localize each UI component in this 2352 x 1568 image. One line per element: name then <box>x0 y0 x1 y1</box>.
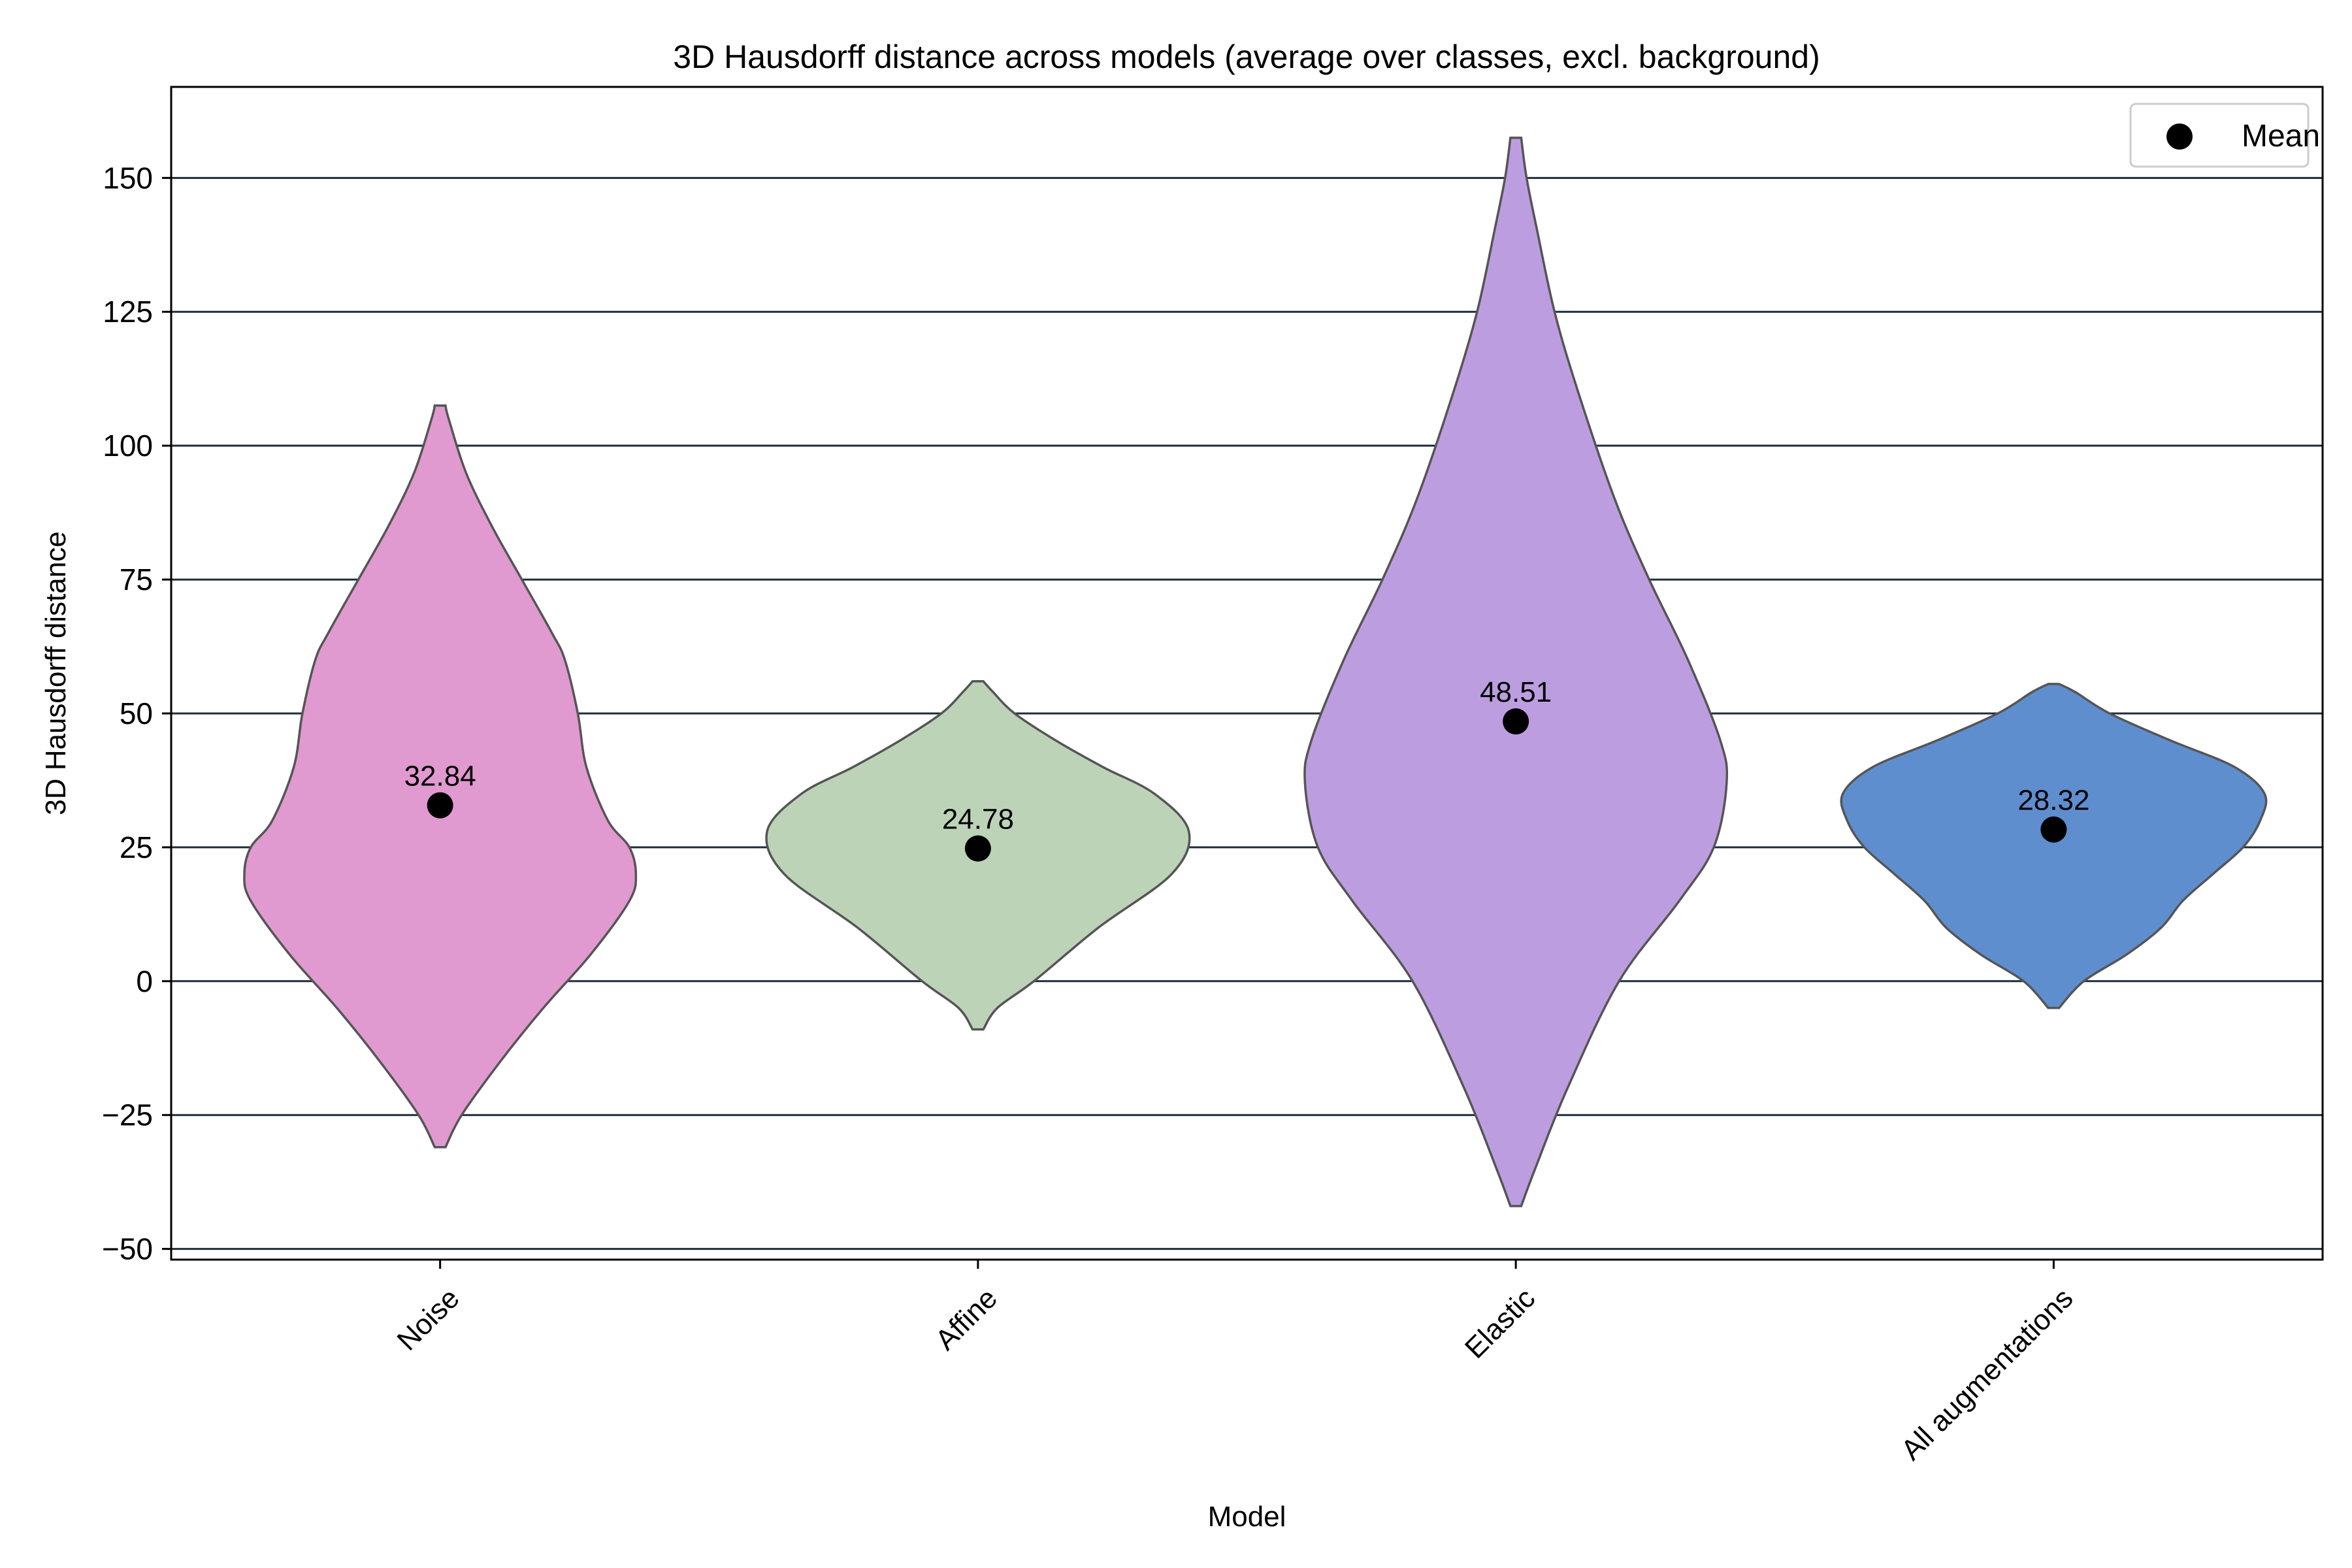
violin-all-augmentations <box>1840 683 2268 1009</box>
y-axis-label: 3D Hausdorff distance <box>40 531 72 815</box>
y-tick-label: 50 <box>120 696 153 730</box>
y-tick-label: 150 <box>103 161 153 195</box>
y-tick-label: 0 <box>136 964 153 998</box>
legend: Mean <box>2129 103 2320 168</box>
mean-marker <box>2040 816 2067 843</box>
y-tick-label: −25 <box>102 1098 153 1132</box>
x-axis-label: Model <box>1208 1501 1286 1533</box>
y-axis-ticks: −50 −25 0 25 50 75 100 125 150 <box>102 161 171 1266</box>
chart-title: 3D Hausdorff distance across models (ave… <box>673 39 1820 75</box>
legend-mean-label: Mean <box>2242 119 2320 154</box>
violin-noise <box>243 404 638 1149</box>
y-tick-label: 125 <box>103 295 153 329</box>
mean-marker <box>427 792 453 819</box>
mean-value-label: 32.84 <box>404 760 476 792</box>
y-tick-label: −50 <box>102 1232 153 1266</box>
plot-frame <box>170 86 2324 1261</box>
mean-value-label: 24.78 <box>942 804 1014 836</box>
y-tick-label: 25 <box>120 830 153 864</box>
legend-box <box>2129 103 2310 168</box>
legend-mean-marker <box>2166 123 2193 150</box>
violins <box>243 137 2268 1207</box>
mean-markers: 32.84 24.78 48.51 28.32 <box>404 676 2089 862</box>
mean-marker <box>964 835 991 862</box>
violin-elastic <box>1303 137 1729 1207</box>
y-tick-label: 75 <box>120 563 153 596</box>
mean-value-label: 28.32 <box>2017 785 2089 817</box>
mean-value-label: 48.51 <box>1480 676 1552 708</box>
y-tick-label: 100 <box>103 429 153 463</box>
mean-marker <box>1503 708 1529 735</box>
